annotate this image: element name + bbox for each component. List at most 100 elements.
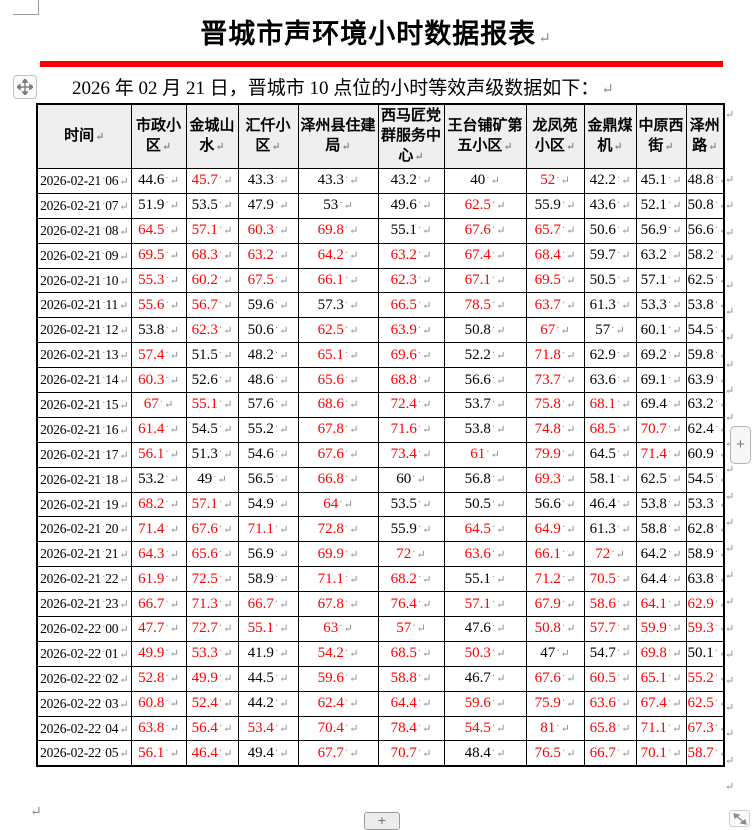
- value-cell[interactable]: 42.2·↵: [583, 168, 637, 194]
- value-cell[interactable]: 53.5·↵: [377, 491, 445, 518]
- value-cell[interactable]: 55.3·↵: [130, 267, 187, 294]
- value-cell[interactable]: 63.2·↵: [237, 242, 299, 269]
- value-cell[interactable]: 61.3·↵: [583, 292, 637, 319]
- time-cell[interactable]: 2026-02-21·13↵: [36, 342, 132, 369]
- value-cell[interactable]: 72·↵: [377, 541, 445, 568]
- value-cell[interactable]: 68.3·↵: [185, 242, 239, 269]
- value-cell[interactable]: 69.2·↵: [635, 342, 687, 369]
- value-cell[interactable]: 50.8·↵: [685, 192, 725, 219]
- value-cell[interactable]: 64.2·↵: [297, 242, 379, 269]
- header-cell-2[interactable]: 金城山水↵: [185, 103, 239, 169]
- value-cell[interactable]: 49.4·↵: [237, 740, 299, 767]
- time-cell[interactable]: 2026-02-21·09↵: [36, 242, 132, 269]
- value-cell[interactable]: 59.9·↵: [635, 616, 687, 642]
- value-cell[interactable]: 50.5·↵: [443, 491, 527, 518]
- value-cell[interactable]: 61.3·↵: [583, 516, 637, 543]
- value-cell[interactable]: 63.2·↵: [377, 242, 445, 269]
- value-cell[interactable]: 67.8·↵: [297, 416, 379, 443]
- value-cell[interactable]: 78.4·↵: [377, 715, 445, 742]
- header-cell-7[interactable]: 龙凤苑小区↵: [525, 103, 585, 169]
- value-cell[interactable]: 75.9·↵: [525, 690, 585, 717]
- value-cell[interactable]: 60.8·↵: [130, 690, 187, 717]
- value-cell[interactable]: 72·↵: [583, 541, 637, 568]
- value-cell[interactable]: 63.7·↵: [525, 292, 585, 319]
- value-cell[interactable]: 71.4·↵: [130, 516, 187, 543]
- value-cell[interactable]: 54.2·↵: [297, 640, 379, 667]
- value-cell[interactable]: 53.4·↵: [237, 715, 299, 742]
- value-cell[interactable]: 57.1·↵: [443, 591, 527, 618]
- value-cell[interactable]: 46.4·↵: [583, 491, 637, 518]
- value-cell[interactable]: 59.8·↵: [685, 342, 725, 369]
- value-cell[interactable]: 63.6·↵: [583, 690, 637, 717]
- value-cell[interactable]: 52.2·↵: [443, 342, 527, 369]
- value-cell[interactable]: 55.6·↵: [130, 292, 187, 319]
- value-cell[interactable]: 54.5·↵: [443, 715, 527, 742]
- value-cell[interactable]: 52·↵: [525, 168, 585, 194]
- value-cell[interactable]: 76.5·↵: [525, 740, 585, 767]
- value-cell[interactable]: 55.1·↵: [185, 392, 239, 418]
- value-cell[interactable]: 71.8·↵: [525, 342, 585, 369]
- value-cell[interactable]: 71.2·↵: [525, 566, 585, 593]
- value-cell[interactable]: 62.5·↵: [685, 267, 725, 294]
- value-cell[interactable]: 68.5·↵: [583, 416, 637, 443]
- value-cell[interactable]: 53.8·↵: [635, 491, 687, 518]
- value-cell[interactable]: 67.6·↵: [297, 441, 379, 468]
- value-cell[interactable]: 64·↵: [297, 491, 379, 518]
- table-resize-handle[interactable]: [729, 810, 750, 827]
- value-cell[interactable]: 67.5·↵: [237, 267, 299, 294]
- value-cell[interactable]: 63·↵: [297, 616, 379, 642]
- value-cell[interactable]: 54.9·↵: [237, 491, 299, 518]
- value-cell[interactable]: 62.8·↵: [685, 516, 725, 543]
- value-cell[interactable]: 65.8·↵: [583, 715, 637, 742]
- value-cell[interactable]: 71.6·↵: [377, 416, 445, 443]
- value-cell[interactable]: 79.9·↵: [525, 441, 585, 468]
- value-cell[interactable]: 67.8·↵: [297, 591, 379, 618]
- value-cell[interactable]: 66.7·↵: [583, 740, 637, 767]
- value-cell[interactable]: 49.9·↵: [130, 640, 187, 667]
- value-cell[interactable]: 65.7·↵: [525, 217, 585, 244]
- value-cell[interactable]: 68.8·↵: [377, 367, 445, 394]
- value-cell[interactable]: 47.6·↵: [443, 616, 527, 642]
- value-cell[interactable]: 48.4·↵: [443, 740, 527, 767]
- value-cell[interactable]: 56.6·↵: [525, 491, 585, 518]
- value-cell[interactable]: 58.8·↵: [377, 665, 445, 692]
- value-cell[interactable]: 44.2·↵: [237, 690, 299, 717]
- time-cell[interactable]: 2026-02-21·20↵: [36, 516, 132, 543]
- header-cell-8[interactable]: 金鼎煤机↵: [583, 103, 637, 169]
- value-cell[interactable]: 40·↵: [443, 168, 527, 194]
- time-cell[interactable]: 2026-02-22·01↵: [36, 640, 132, 667]
- value-cell[interactable]: 58.8·↵: [635, 516, 687, 543]
- value-cell[interactable]: 52.1·↵: [635, 192, 687, 219]
- value-cell[interactable]: 69.5·↵: [525, 267, 585, 294]
- value-cell[interactable]: 66.7·↵: [237, 591, 299, 618]
- value-cell[interactable]: 69.9·↵: [297, 541, 379, 568]
- value-cell[interactable]: 64.4·↵: [377, 690, 445, 717]
- value-cell[interactable]: 56.4·↵: [185, 715, 239, 742]
- value-cell[interactable]: 57.4·↵: [130, 342, 187, 369]
- value-cell[interactable]: 41.9·↵: [237, 640, 299, 667]
- value-cell[interactable]: 57.1·↵: [635, 267, 687, 294]
- value-cell[interactable]: 56.6·↵: [685, 217, 725, 244]
- value-cell[interactable]: 67.1·↵: [443, 267, 527, 294]
- value-cell[interactable]: 54.5·↵: [685, 466, 725, 493]
- value-cell[interactable]: 52.6·↵: [185, 367, 239, 394]
- value-cell[interactable]: 70.7·↵: [635, 416, 687, 443]
- time-cell[interactable]: 2026-02-21·11↵: [36, 292, 132, 319]
- value-cell[interactable]: 53.3·↵: [185, 640, 239, 667]
- value-cell[interactable]: 64.5·↵: [443, 516, 527, 543]
- value-cell[interactable]: 55.1·↵: [377, 217, 445, 244]
- time-cell[interactable]: 2026-02-21·19↵: [36, 491, 132, 518]
- value-cell[interactable]: 53·↵: [297, 192, 379, 219]
- value-cell[interactable]: 50.6·↵: [583, 217, 637, 244]
- value-cell[interactable]: 57·↵: [377, 616, 445, 642]
- value-cell[interactable]: 69.1·↵: [635, 367, 687, 394]
- time-cell[interactable]: 2026-02-21·17↵: [36, 441, 132, 468]
- value-cell[interactable]: 61·↵: [443, 441, 527, 468]
- value-cell[interactable]: 62.3·↵: [377, 267, 445, 294]
- time-cell[interactable]: 2026-02-22·00↵: [36, 616, 132, 642]
- value-cell[interactable]: 69.8·↵: [635, 640, 687, 667]
- value-cell[interactable]: 45.1·↵: [635, 168, 687, 194]
- value-cell[interactable]: 72.8·↵: [297, 516, 379, 543]
- value-cell[interactable]: 58.6·↵: [583, 591, 637, 618]
- time-cell[interactable]: 2026-02-21·15↵: [36, 392, 132, 418]
